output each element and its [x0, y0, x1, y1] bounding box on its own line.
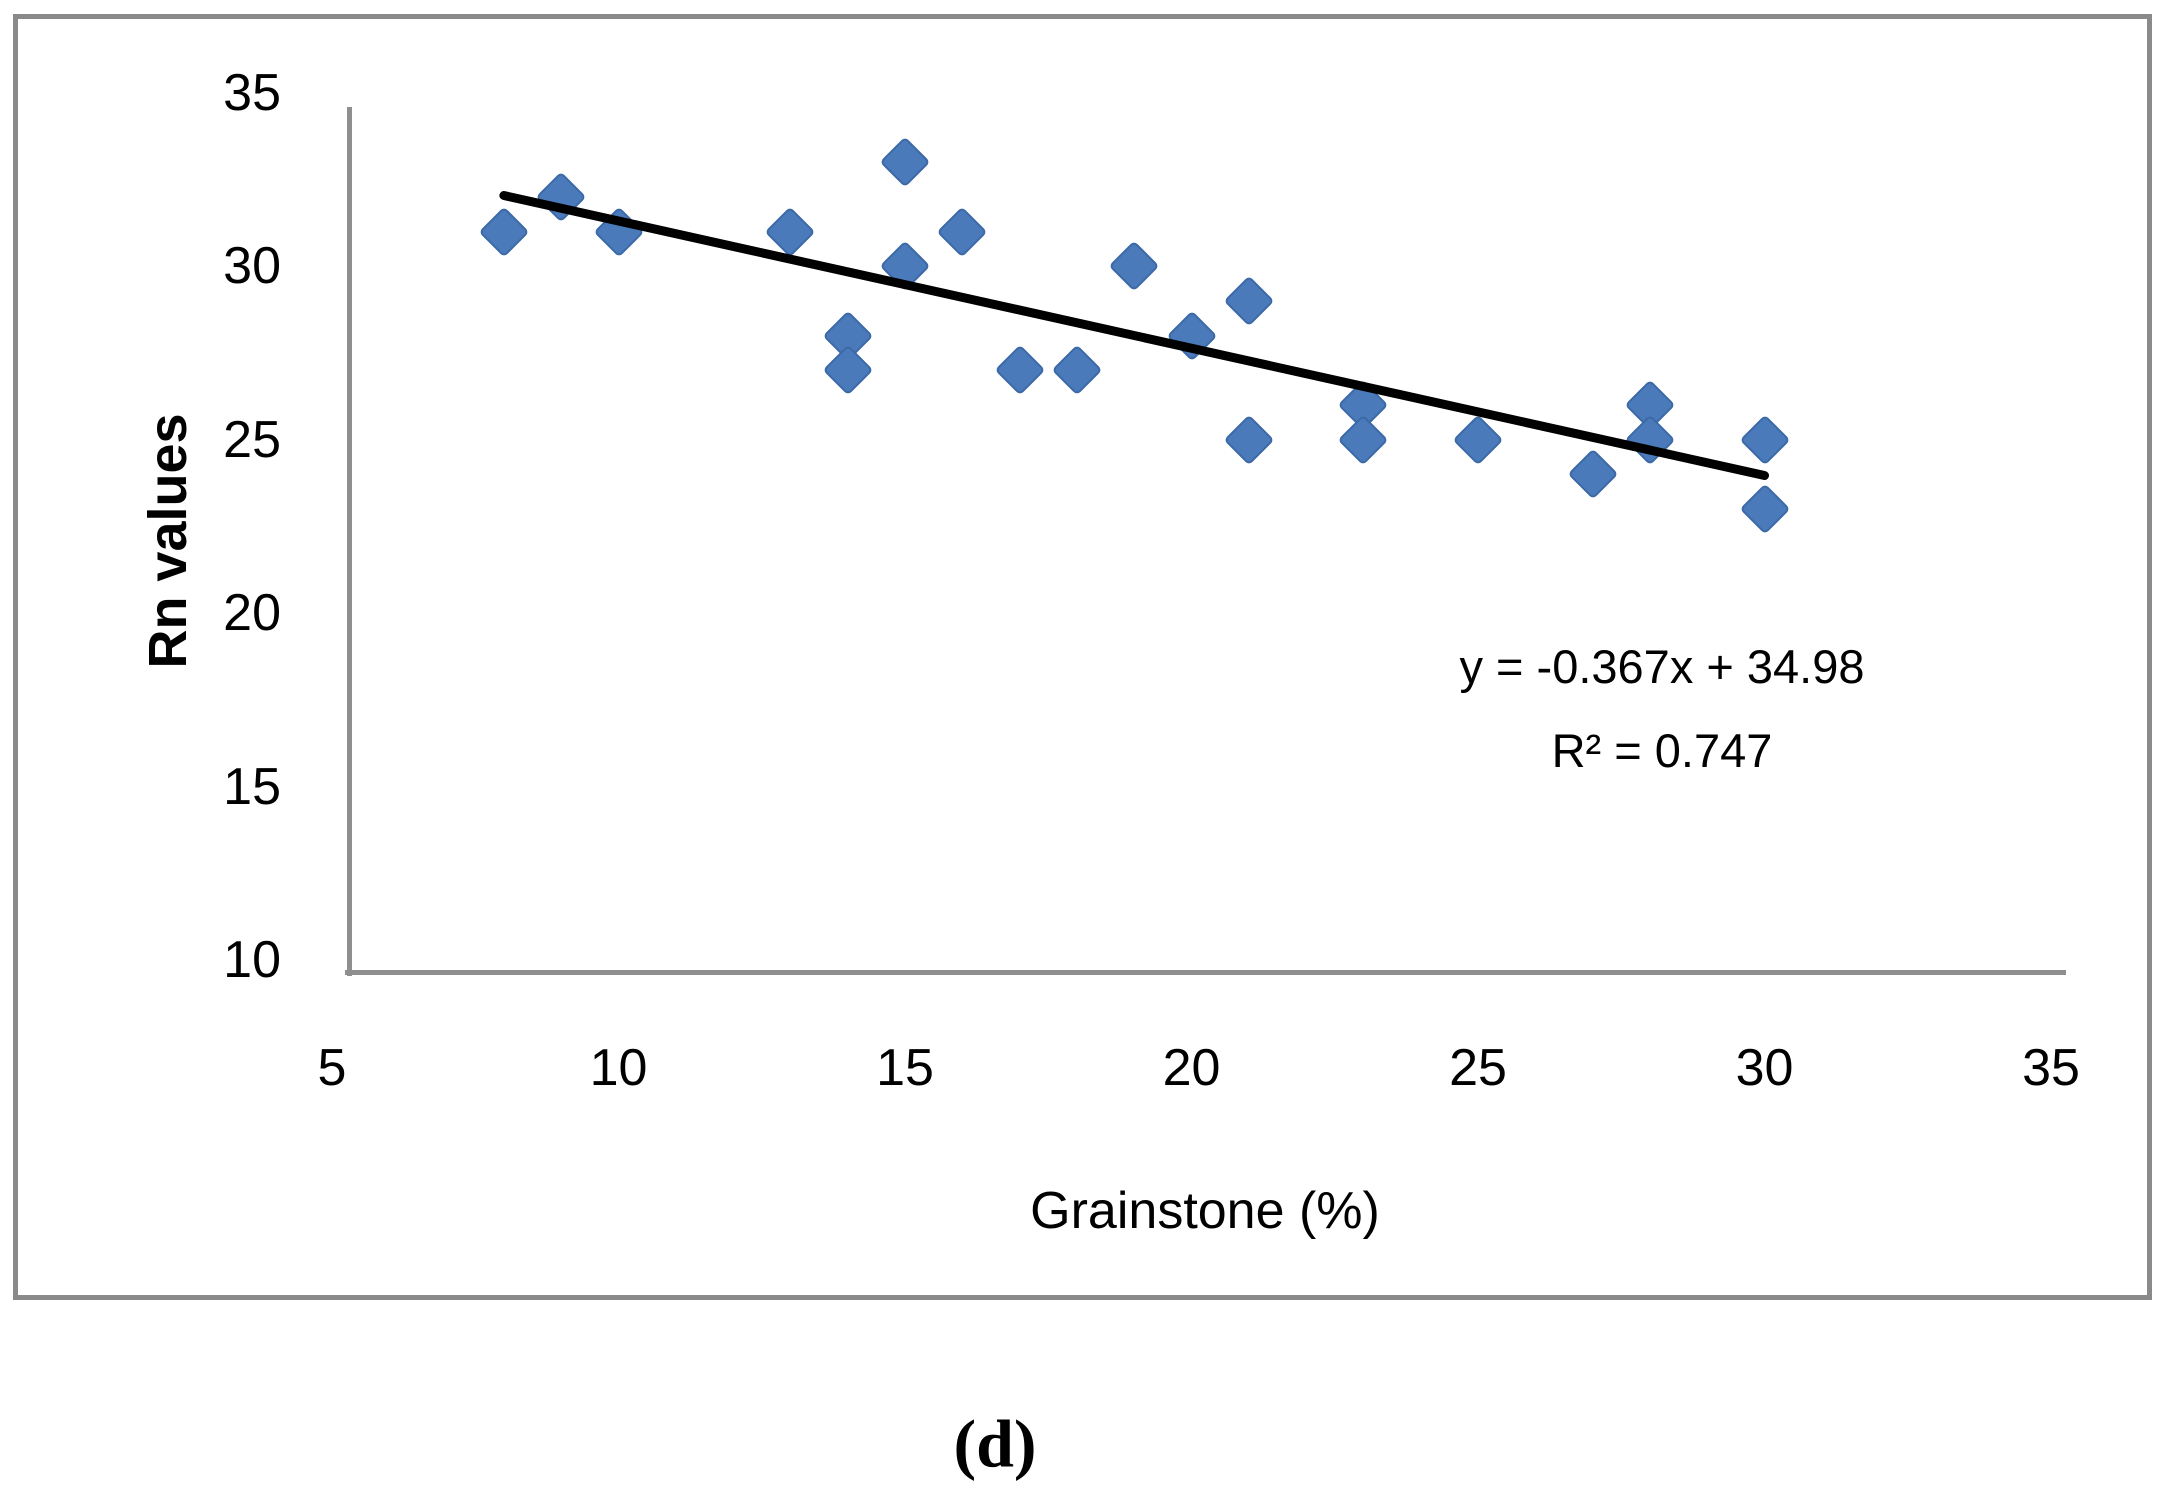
r-squared-text: R² = 0.747 — [1551, 724, 1773, 777]
trendline-annotation: y = -0.367x + 34.98 R² = 0.747 — [1459, 625, 1864, 793]
x-tick-label: 30 — [1735, 1039, 1794, 1097]
data-point — [1337, 414, 1389, 466]
data-point — [879, 136, 931, 188]
data-point — [1452, 414, 1504, 466]
x-tick-label: 35 — [2022, 1039, 2080, 1097]
y-tick-label: 25 — [223, 410, 281, 469]
x-tick-label: 10 — [589, 1039, 648, 1097]
data-point — [1567, 449, 1619, 500]
y-tick-label: 30 — [223, 237, 281, 296]
data-point — [1223, 414, 1275, 466]
x-axis-line — [345, 970, 2066, 975]
x-tick-label: 5 — [317, 1039, 347, 1097]
data-point — [478, 206, 530, 258]
data-point — [1223, 275, 1275, 327]
equation-text: y = -0.367x + 34.98 — [1459, 640, 1865, 693]
x-tick-label: 25 — [1449, 1039, 1507, 1097]
y-tick-label: 15 — [223, 757, 281, 816]
figure-caption: (d) — [953, 1405, 1037, 1482]
data-point — [535, 171, 587, 223]
data-point — [936, 206, 988, 258]
data-point — [593, 206, 644, 258]
data-point — [1739, 414, 1790, 466]
data-point — [822, 344, 874, 396]
chart-frame: Rn values 10 15 20 25 30 35 5 10 15 20 25 30 35 y =… — [13, 14, 2152, 1300]
data-point — [1624, 414, 1676, 466]
y-axis-title: Rn values — [138, 413, 198, 669]
data-point — [879, 240, 931, 292]
x-axis-title: Grainstone (%) — [1030, 1182, 1380, 1240]
x-tick-label: 20 — [1162, 1039, 1221, 1097]
data-point — [1166, 310, 1217, 362]
y-axis-line — [347, 107, 352, 976]
data-point — [1051, 344, 1103, 396]
data-point — [994, 344, 1046, 396]
y-tick-label: 10 — [223, 931, 281, 989]
trendline — [499, 191, 1769, 481]
data-point — [1739, 483, 1790, 535]
y-tick-label: 35 — [223, 64, 281, 122]
data-point — [1108, 240, 1160, 292]
data-point — [764, 206, 816, 258]
x-tick-label: 15 — [876, 1039, 934, 1097]
y-tick-label: 20 — [223, 584, 281, 643]
